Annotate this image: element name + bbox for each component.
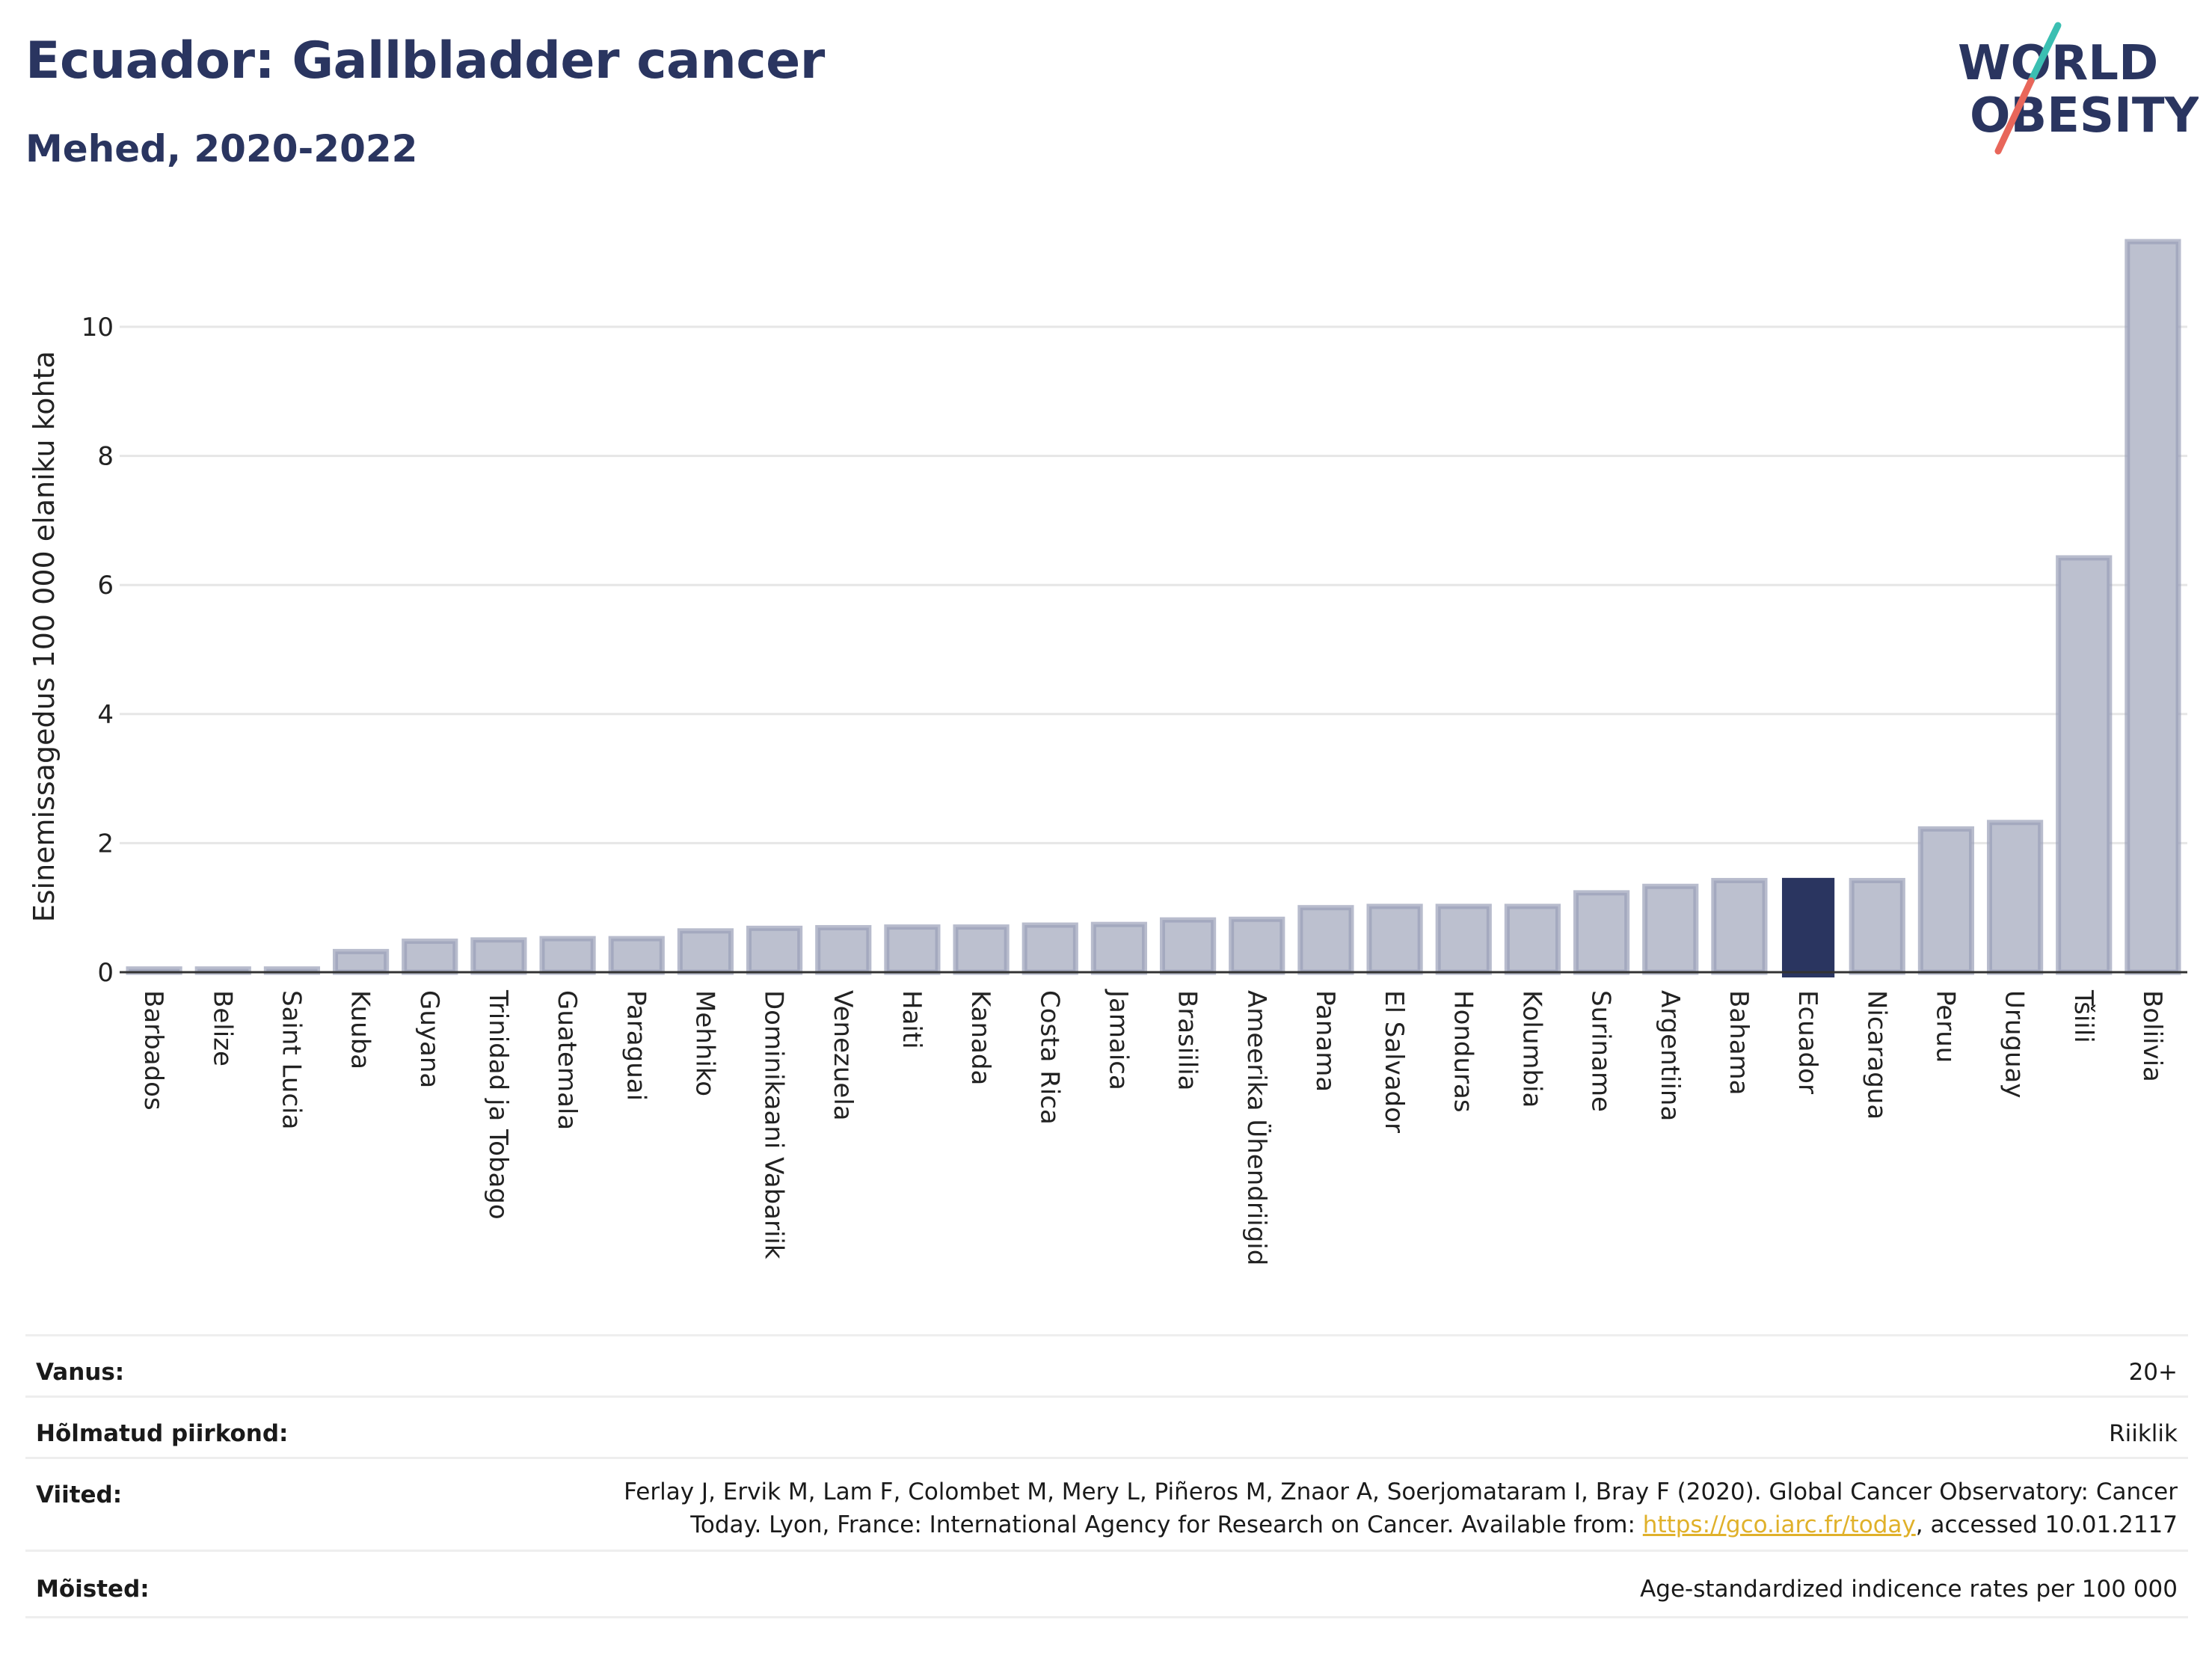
- meta-ref-line2-pre: Today. Lyon, France: International Agenc…: [690, 1511, 1643, 1538]
- bar: [1435, 903, 1492, 975]
- meta-ref-label: Viited:: [36, 1481, 123, 1508]
- x-tick-label: Tšiili: [2068, 989, 2098, 1043]
- meta-age-label: Vanus:: [36, 1359, 125, 1386]
- meta-ref-value: Ferlay J, Ervik M, Lam F, Colombet M, Me…: [532, 1476, 2178, 1541]
- bar: [1021, 922, 1078, 975]
- bar: [1986, 820, 2044, 975]
- bar: [884, 924, 941, 975]
- bar: [1504, 903, 1561, 975]
- x-tick-label: Belize: [207, 990, 237, 1066]
- bar: [1159, 917, 1217, 975]
- logo-slash-teal: [2027, 22, 2062, 85]
- bar: [1642, 883, 1699, 975]
- bar: [2056, 555, 2113, 975]
- bar: [1711, 877, 1768, 975]
- meta-age-value: 20+: [2128, 1359, 2178, 1386]
- meta-region-value: Riiklik: [2109, 1420, 2178, 1447]
- meta-region-label: Hõlmatud piirkond:: [36, 1420, 289, 1447]
- y-tick-label: 8: [97, 442, 114, 472]
- chart-title: Ecuador: Gallbladder cancer: [25, 31, 825, 90]
- x-tick-label: Mehhiko: [689, 990, 719, 1096]
- meta-row-definitions: Mõisted: Age-standardized indicence rate…: [25, 1550, 2188, 1618]
- x-tick-label: Nicaragua: [1861, 990, 1891, 1120]
- bar: [746, 925, 803, 975]
- bar: [1573, 890, 1630, 975]
- x-tick-label: Ecuador: [1792, 990, 1822, 1094]
- world-obesity-logo: WORLD OBESITY: [1958, 22, 2199, 155]
- x-tick-label: Brasiilia: [1173, 990, 1202, 1090]
- x-tick-label: Bahama: [1724, 990, 1754, 1096]
- bar: [1090, 921, 1148, 975]
- meta-row-region: Hõlmatud piirkond: Riiklik: [25, 1395, 2188, 1459]
- bar: [1849, 877, 1905, 975]
- x-tick-label: Panama: [1310, 990, 1340, 1092]
- x-tick-label: Kanada: [965, 990, 995, 1085]
- bar: [677, 928, 734, 975]
- gco-link[interactable]: https://gco.iarc.fr/today: [1642, 1511, 1916, 1538]
- x-tick-label: Trinidad ja Tobago: [483, 989, 513, 1220]
- x-tick-label: Guatemala: [552, 990, 582, 1130]
- x-tick-label: El Salvador: [1379, 990, 1409, 1133]
- bar: [608, 936, 665, 975]
- y-tick-label: 10: [82, 313, 114, 343]
- y-tick-label: 6: [97, 571, 114, 601]
- y-tick-label: 4: [97, 700, 114, 730]
- bar: [1297, 905, 1354, 975]
- meta-row-age: Vanus: 20+: [25, 1334, 2188, 1398]
- x-tick-label: Suriname: [1586, 990, 1616, 1112]
- meta-ref-line2-post: , accessed 10.01.2117: [1915, 1511, 2178, 1538]
- x-tick-label: Paraguai: [621, 990, 651, 1101]
- x-tick-label: Kuuba: [345, 990, 375, 1069]
- x-tick-label: Ameerika Ühendriigid: [1241, 990, 1272, 1265]
- meta-ref-line1: Ferlay J, Ervik M, Lam F, Colombet M, Me…: [624, 1479, 2178, 1505]
- x-tick-label: Uruguay: [2000, 990, 2030, 1099]
- x-tick-label: Boliivia: [2137, 990, 2167, 1082]
- x-tick-label: Barbados: [138, 990, 168, 1111]
- bar: [1917, 826, 1975, 975]
- logo-text-world: WORLD: [1958, 36, 2158, 91]
- y-tick-label: 2: [97, 829, 114, 859]
- bar-chart: 0 2 4 6 8 10 Esinemissagedus 100 000 elaniku k…: [28, 239, 2187, 1265]
- bar: [1366, 903, 1423, 975]
- bar: [402, 939, 458, 975]
- x-tick-label: Venezuela: [828, 990, 858, 1121]
- y-tick-label: 0: [97, 958, 114, 988]
- y-axis-label: Esinemissagedus 100 000 elaniku kohta: [28, 351, 61, 922]
- bar: [470, 937, 527, 975]
- meta-def-label: Mõisted:: [36, 1576, 150, 1603]
- bar: [815, 924, 872, 975]
- x-tick-label: Dominikaani Vabariik: [759, 990, 789, 1259]
- meta-ref-line2: Today. Lyon, France: International Agenc…: [532, 1508, 2178, 1541]
- x-tick-label: Costa Rica: [1034, 990, 1064, 1125]
- x-tick-label: Honduras: [1448, 990, 1478, 1113]
- x-tick-label: Argentiina: [1655, 990, 1685, 1121]
- bar: [1781, 877, 1835, 977]
- x-tick-label: Haiti: [897, 990, 927, 1049]
- bar: [953, 924, 1010, 975]
- meta-row-references: Viited: Ferlay J, Ervik M, Lam F, Colomb…: [25, 1457, 2188, 1552]
- bar: [539, 936, 596, 975]
- logo-slash-red: [1994, 77, 2035, 155]
- bar: [1229, 916, 1285, 975]
- bar: [332, 948, 390, 975]
- meta-def-value: Age-standardized indicence rates per 100…: [1640, 1576, 2178, 1603]
- x-tick-label: Peruu: [1930, 990, 1960, 1063]
- bar: [2125, 239, 2181, 975]
- chart-subtitle: Mehed, 2020-2022: [25, 127, 418, 171]
- x-tick-label: Jamaica: [1103, 989, 1133, 1090]
- x-tick-label: Kolumbia: [1517, 990, 1546, 1108]
- x-tick-label: Saint Lucia: [276, 990, 306, 1129]
- x-tick-label: Guyana: [414, 990, 444, 1088]
